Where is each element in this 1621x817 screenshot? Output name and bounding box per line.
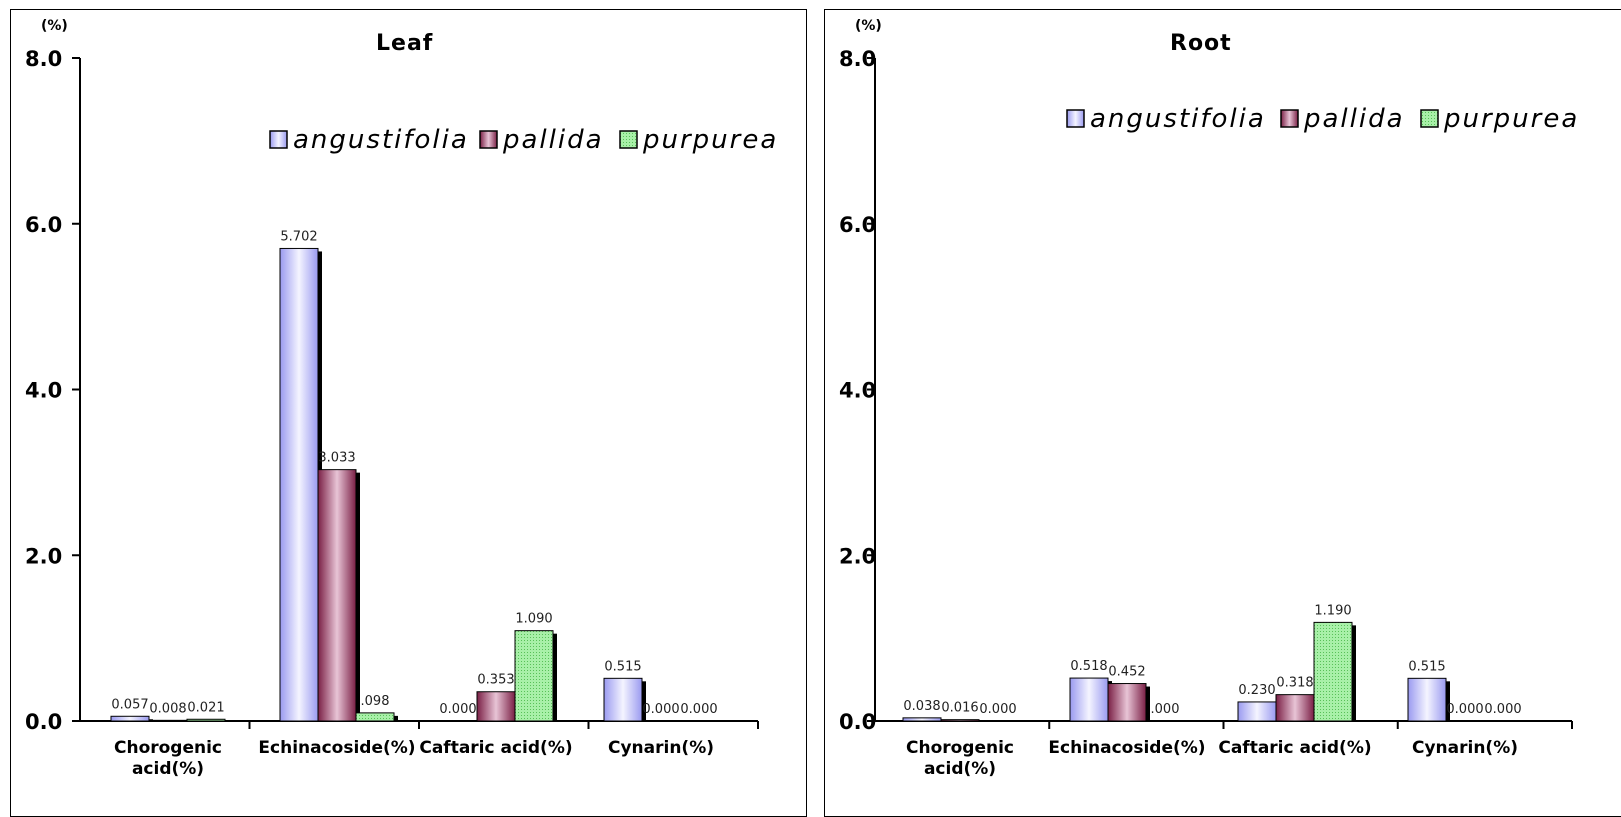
- leaf-bar-pallida: [318, 470, 356, 721]
- root-y-tick-label: 4.0: [839, 379, 876, 403]
- root-y-tick-label: 0.0: [839, 710, 876, 734]
- root-bar-angustifolia: [903, 718, 941, 721]
- root-category-label: acid(%): [924, 759, 996, 779]
- leaf-y-tick-label: 8.0: [25, 47, 62, 71]
- root-legend-label-angustifolia: angustifolia: [1090, 104, 1266, 134]
- root-category-label: Echinacoside(%): [1048, 738, 1205, 758]
- root-bar-purpurea: [1314, 622, 1352, 721]
- root-legend-swatch-pallida: [1281, 110, 1298, 127]
- leaf-data-label: 0.515: [604, 659, 641, 674]
- root-bar-pallida: [1108, 684, 1146, 721]
- root-data-label: .000: [1151, 702, 1180, 717]
- leaf-y-tick-label: 6.0: [25, 213, 62, 237]
- root-chart: (%) Root 0.0 2.0 4.0 6.0 8.0 Chorogenicacid(…: [825, 10, 1621, 816]
- root-legend-swatch-angustifolia: [1067, 110, 1084, 127]
- root-bar-pallida: [1276, 695, 1314, 721]
- leaf-chart-title: Leaf: [376, 31, 433, 56]
- leaf-legend-swatch-angustifolia: [270, 131, 287, 148]
- leaf-bar-angustifolia: [111, 716, 149, 721]
- root-y-tick-label: 2.0: [839, 544, 876, 568]
- root-legend-label-purpurea: purpurea: [1443, 104, 1579, 134]
- leaf-legend-swatch-pallida: [480, 131, 497, 148]
- root-data-label: 0.518: [1070, 659, 1107, 674]
- root-data-label: 0.318: [1276, 676, 1313, 691]
- leaf-category-label: Echinacoside(%): [258, 738, 415, 758]
- root-data-label: 0.000: [979, 702, 1016, 717]
- root-y-tick-label: 8.0: [839, 47, 876, 71]
- leaf-data-label: 1.090: [515, 612, 552, 627]
- root-bar-angustifolia: [1238, 702, 1276, 721]
- leaf-data-label: 5.702: [280, 229, 317, 244]
- leaf-data-label: 3.033: [318, 451, 355, 466]
- root-data-label: 0.038: [903, 699, 940, 714]
- root-data-label: 0.000: [1446, 702, 1483, 717]
- root-bar-pallida: [941, 720, 979, 721]
- leaf-bar-purpurea: [515, 631, 553, 721]
- leaf-data-label: 0.021: [187, 700, 224, 715]
- root-category-label: Chorogenic: [906, 738, 1014, 758]
- leaf-data-label: 0.008: [149, 701, 186, 716]
- leaf-y-tick-label: 4.0: [25, 379, 62, 403]
- root-data-label: 0.000: [1484, 702, 1521, 717]
- leaf-data-label: 0.057: [111, 697, 148, 712]
- leaf-bar-purpurea: [187, 719, 225, 721]
- root-chart-title: Root: [1170, 31, 1232, 56]
- leaf-data-label: 0.000: [680, 702, 717, 717]
- leaf-category-label: Chorogenic: [114, 738, 222, 758]
- leaf-legend-swatch-purpurea: [620, 131, 637, 148]
- leaf-data-label: 0.353: [477, 673, 514, 688]
- root-category-label: Cynarin(%): [1412, 738, 1518, 758]
- leaf-data-label: .098: [361, 694, 390, 709]
- root-legend-label-pallida: pallida: [1303, 104, 1405, 134]
- root-legend-swatch-purpurea: [1421, 110, 1438, 127]
- leaf-y-unit: (%): [41, 18, 68, 34]
- root-data-label: 0.016: [941, 701, 978, 716]
- leaf-bar-purpurea: [356, 713, 394, 721]
- root-data-label: 0.230: [1238, 683, 1275, 698]
- leaf-category-label: acid(%): [132, 759, 204, 779]
- leaf-category-label: Cynarin(%): [608, 738, 714, 758]
- leaf-y-tick-label: 0.0: [25, 710, 62, 734]
- root-y-unit: (%): [855, 18, 882, 34]
- root-data-label: 1.190: [1314, 603, 1351, 618]
- leaf-category-label: Caftaric acid(%): [419, 738, 572, 758]
- leaf-data-label: 0.000: [642, 702, 679, 717]
- leaf-bar-pallida: [149, 720, 187, 721]
- root-bar-angustifolia: [1070, 678, 1108, 721]
- leaf-data-label: 0.000: [439, 702, 476, 717]
- root-bar-angustifolia: [1408, 678, 1446, 721]
- root-category-label: Caftaric acid(%): [1218, 738, 1371, 758]
- root-data-label: 0.515: [1408, 659, 1445, 674]
- leaf-bar-angustifolia: [604, 678, 642, 721]
- leaf-legend-label-angustifolia: angustifolia: [293, 125, 469, 155]
- leaf-chart: (%) Leaf 0.0 2.0 4.0 6.0 8.0 Chorogenicacid(…: [11, 10, 806, 816]
- leaf-bar-angustifolia: [280, 248, 318, 721]
- root-data-label: 0.452: [1108, 665, 1145, 680]
- leaf-y-tick-label: 2.0: [25, 544, 62, 568]
- leaf-legend-label-purpurea: purpurea: [642, 125, 778, 155]
- leaf-bar-pallida: [477, 692, 515, 721]
- leaf-legend-label-pallida: pallida: [502, 125, 604, 155]
- root-y-tick-label: 6.0: [839, 213, 876, 237]
